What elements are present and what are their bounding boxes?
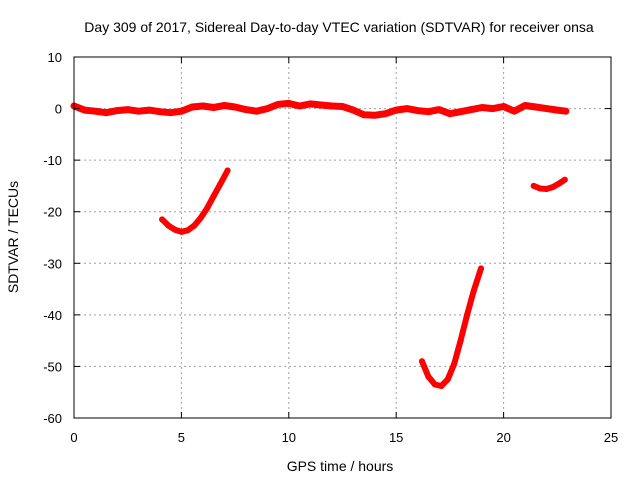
data-point [403,105,410,112]
x-tick-label: 10 [282,430,296,445]
data-point [446,110,453,117]
data-point [253,108,260,115]
data-point [393,107,400,114]
data-point [135,108,142,115]
data-point [562,108,569,115]
data-point [199,102,206,109]
data-point [328,102,335,109]
data-point [189,104,196,111]
y-tick-label: 10 [48,50,62,65]
data-point [457,337,464,344]
data-point [532,104,539,111]
data-point [264,105,271,112]
data-point [103,109,110,116]
y-axis-label: SDTVAR / TECUs [5,181,21,293]
data-point [210,193,217,200]
y-tick-label: 0 [55,102,62,117]
data-point [360,111,367,118]
data-point [382,110,389,117]
data-point [210,104,217,111]
data-point [543,186,550,193]
data-point [468,106,475,113]
y-tick-label: -60 [43,411,62,426]
data-point [159,216,166,223]
data-point [457,108,464,115]
x-tick-label: 25 [604,430,618,445]
data-point [224,167,231,174]
data-point [178,108,185,115]
data-point [464,311,471,318]
data-point [556,180,563,187]
data-point [511,108,518,115]
data-point [425,108,432,115]
data-point [414,107,421,114]
data-series-line [159,167,231,235]
x-tick-label: 20 [496,430,510,445]
data-point [436,106,443,113]
data-point [537,185,544,192]
data-point [167,109,174,116]
chart-title: Day 309 of 2017, Sidereal Day-to-day VTE… [84,19,594,35]
x-tick-label: 0 [70,430,77,445]
data-point [522,102,529,109]
y-tick-label: -40 [43,308,62,323]
data-point [451,360,458,367]
data-point [418,358,425,365]
x-axis-label: GPS time / hours [287,458,394,474]
data-point [554,107,561,114]
x-tick-label: 5 [178,430,185,445]
data-point [191,222,198,229]
x-tick-label: 15 [389,430,403,445]
data-point [81,107,88,114]
data-point [307,100,314,107]
data-point [124,106,131,113]
data-point [318,101,325,108]
data-point [561,176,568,183]
data-point [184,227,191,234]
data-point [156,108,163,115]
data-point [285,100,292,107]
data-point [500,103,507,110]
data-point [371,112,378,119]
data-point [431,381,438,388]
data-point [444,376,451,383]
plot-frame [73,56,612,419]
data-point [221,102,228,109]
data-point [478,265,485,272]
data-point [242,106,249,113]
data-point [165,222,172,229]
data-point [171,226,178,233]
y-tick-label: -50 [43,359,62,374]
data-point [92,108,99,115]
data-point [178,228,185,235]
data-point [438,383,445,390]
data-point [479,104,486,111]
data-point [530,182,537,189]
y-tick-label: -20 [43,205,62,220]
data-series-line [419,265,484,389]
data-point [296,102,303,109]
grid [74,57,611,418]
data-point [543,105,550,112]
y-tick-label: -10 [43,153,62,168]
data-point [113,107,120,114]
data-point [489,105,496,112]
data-point [146,107,153,114]
data-point [425,373,432,380]
data-point [550,183,557,190]
data-point [232,104,239,111]
data-point [470,288,477,295]
data-point [217,181,224,188]
data-point [350,107,357,114]
data-point [339,103,346,110]
data-point [204,205,211,212]
axis-ticks: 0 5 10 15 20 25 10 0 -10 -20 -30 -40 -50 -60 [43,50,618,445]
y-tick-label: -30 [43,256,62,271]
plot-area [70,99,570,390]
data-point [275,101,282,108]
data-point [197,214,204,221]
